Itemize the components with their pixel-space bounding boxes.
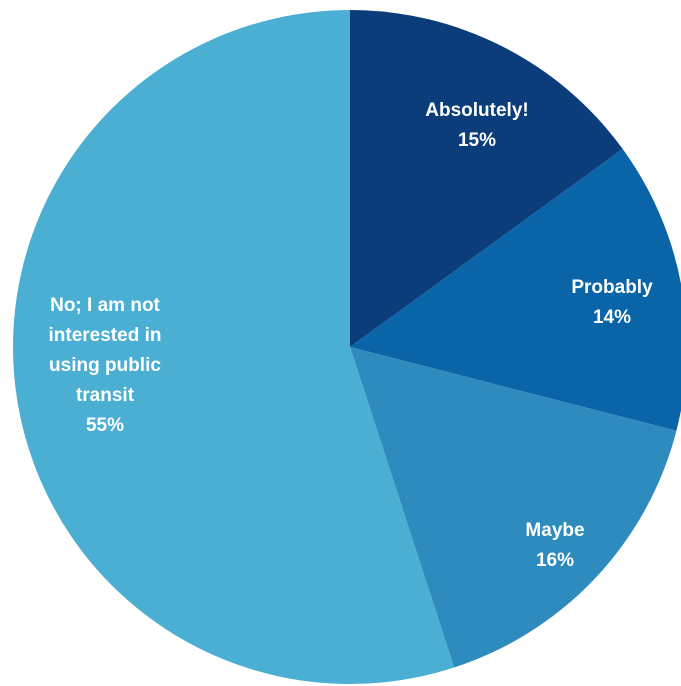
slice-category-label: Maybe [525,520,584,541]
slice-category-label: using public [49,355,161,376]
slice-value-label: 14% [593,307,631,328]
pie-slice [350,148,681,431]
pie-slices [13,10,681,684]
pie-labels: Absolutely! 15% Probably 14% Maybe 16% No; I a… [49,100,654,571]
slice-label: Probably 14% [571,277,653,328]
slice-category-label: Absolutely! [425,100,528,121]
slice-category-label: transit [76,385,135,406]
pie-slice [350,10,623,347]
slice-value-label: 55% [86,415,124,436]
slice-label: Maybe 16% [525,520,584,571]
slice-label: Absolutely! 15% [425,100,528,151]
pie-slice [13,10,455,684]
slice-value-label: 16% [536,550,574,571]
slice-label: No; I am not interested in using public tra… [49,295,162,436]
slice-value-label: 15% [458,130,496,151]
pie-slice [350,347,677,668]
slice-category-label: interested in [49,325,162,346]
slice-category-label: Probably [571,277,653,298]
slice-category-label: No; I am not [50,295,160,316]
